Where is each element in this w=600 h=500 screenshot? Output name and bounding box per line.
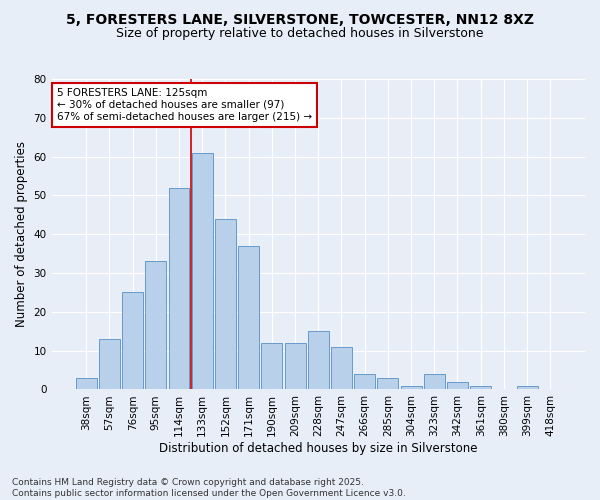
Bar	[262, 343, 283, 390]
Bar	[238, 246, 259, 390]
Bar	[447, 382, 468, 390]
Bar	[470, 386, 491, 390]
Bar	[76, 378, 97, 390]
Text: Contains HM Land Registry data © Crown copyright and database right 2025.
Contai: Contains HM Land Registry data © Crown c…	[12, 478, 406, 498]
Bar	[354, 374, 375, 390]
Bar	[192, 152, 212, 390]
Bar	[424, 374, 445, 390]
Y-axis label: Number of detached properties: Number of detached properties	[15, 141, 28, 327]
Bar	[377, 378, 398, 390]
Bar	[308, 331, 329, 390]
Bar	[284, 343, 305, 390]
Bar	[401, 386, 422, 390]
Bar	[99, 339, 120, 390]
Bar	[122, 292, 143, 390]
Text: Size of property relative to detached houses in Silverstone: Size of property relative to detached ho…	[116, 28, 484, 40]
X-axis label: Distribution of detached houses by size in Silverstone: Distribution of detached houses by size …	[159, 442, 478, 455]
Bar	[517, 386, 538, 390]
Bar	[215, 218, 236, 390]
Text: 5, FORESTERS LANE, SILVERSTONE, TOWCESTER, NN12 8XZ: 5, FORESTERS LANE, SILVERSTONE, TOWCESTE…	[66, 12, 534, 26]
Bar	[331, 347, 352, 390]
Text: 5 FORESTERS LANE: 125sqm
← 30% of detached houses are smaller (97)
67% of semi-d: 5 FORESTERS LANE: 125sqm ← 30% of detach…	[57, 88, 312, 122]
Bar	[145, 262, 166, 390]
Bar	[169, 188, 190, 390]
